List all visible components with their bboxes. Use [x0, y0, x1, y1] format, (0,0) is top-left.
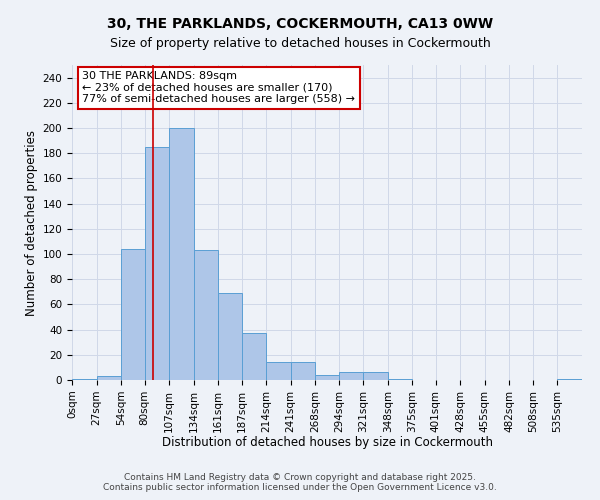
- Bar: [72, 378, 97, 380]
- Text: 30, THE PARKLANDS, COCKERMOUTH, CA13 0WW: 30, THE PARKLANDS, COCKERMOUTH, CA13 0WW: [107, 18, 493, 32]
- Y-axis label: Number of detached properties: Number of detached properties: [25, 130, 38, 316]
- Bar: [97, 376, 121, 380]
- Bar: [363, 372, 388, 380]
- Bar: [194, 250, 218, 380]
- Bar: [291, 362, 315, 380]
- Text: 30 THE PARKLANDS: 89sqm
← 23% of detached houses are smaller (170)
77% of semi-d: 30 THE PARKLANDS: 89sqm ← 23% of detache…: [82, 72, 355, 104]
- Bar: [266, 362, 291, 380]
- Bar: [315, 375, 339, 380]
- Text: Size of property relative to detached houses in Cockermouth: Size of property relative to detached ho…: [110, 38, 490, 51]
- Bar: [145, 147, 169, 380]
- X-axis label: Distribution of detached houses by size in Cockermouth: Distribution of detached houses by size …: [161, 436, 493, 449]
- Text: Contains HM Land Registry data © Crown copyright and database right 2025.
Contai: Contains HM Land Registry data © Crown c…: [103, 473, 497, 492]
- Bar: [242, 334, 266, 380]
- Bar: [388, 378, 412, 380]
- Bar: [339, 372, 363, 380]
- Bar: [121, 249, 145, 380]
- Bar: [218, 293, 242, 380]
- Bar: [169, 128, 194, 380]
- Bar: [557, 378, 582, 380]
